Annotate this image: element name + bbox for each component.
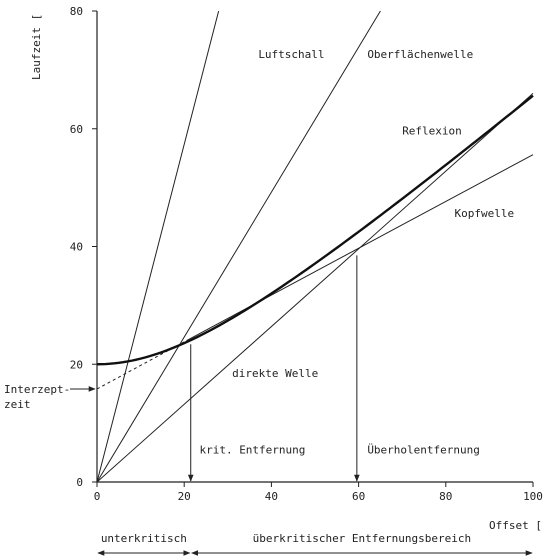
label-interzeptzeit: Interzept-zeit: [4, 383, 70, 411]
x-tick-label: 0: [94, 490, 101, 503]
chart-lines: [96, 10, 534, 483]
axes: 0 20 40 60 80 100 0 20 40 60 80 Laufzeit [ Offset [: [30, 5, 543, 532]
x-axis-label: Offset [: [489, 519, 542, 532]
range-label-unterkritisch: unterkritisch: [101, 532, 187, 545]
y-tick-label: 80: [70, 5, 83, 18]
x-tick-label: 80: [439, 490, 452, 503]
label-krit-entfernung: krit. Entfernung: [199, 444, 305, 457]
series-oberflaechenwelle: [96, 10, 381, 483]
chart-extras: Interzept-zeit unterkritisch überkritische…: [4, 255, 533, 556]
y-tick-label: 40: [70, 241, 83, 254]
label-luftschall: Luftschall: [258, 48, 324, 61]
x-tick-label: 60: [352, 490, 365, 503]
series-direkte-welle: [96, 93, 534, 483]
label-ueberholentfernung: Überholentfernung: [367, 444, 480, 457]
y-axis-label: Laufzeit [: [30, 14, 43, 80]
x-tick-label: 20: [178, 490, 191, 503]
x-tick-label: 40: [265, 490, 278, 503]
y-tick-label: 60: [70, 123, 83, 136]
series-luftschall: [96, 10, 220, 483]
y-tick-label: 0: [76, 476, 83, 489]
y-tick-label: 20: [70, 358, 83, 371]
label-kopfwelle: Kopfwelle: [455, 207, 515, 220]
label-oberflaechenwelle: Oberflächenwelle: [367, 48, 473, 61]
chart-labels: Luftschall Oberflächenwelle Reflexion Kopfw…: [199, 48, 514, 457]
label-direkte-welle: direkte Welle: [232, 367, 318, 380]
x-tick-label: 100: [523, 490, 543, 503]
series-reflexion: [96, 94, 534, 366]
label-reflexion: Reflexion: [402, 125, 462, 138]
range-label-ueberkritischer-entfernungsbereich: überkritischer Entfernungsbereich: [253, 532, 472, 545]
